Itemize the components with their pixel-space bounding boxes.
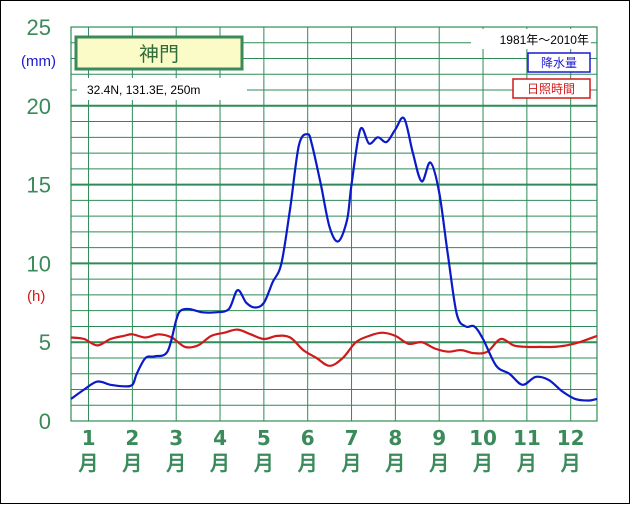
x-tick-month-unit: 月 [428,451,449,475]
location-text: 32.4N, 131.3E, 250m [87,83,200,97]
x-tick-month-unit: 月 [341,451,362,475]
period-box [471,29,591,49]
x-tick-month-number: 6 [301,426,315,450]
plot-area-border [70,26,598,422]
y-tick-label: 20 [27,94,51,119]
x-tick-month-number: 1 [82,426,96,450]
x-tick-month-number: 9 [432,426,446,450]
y-tick-label: 15 [27,173,51,198]
x-tick-month-unit: 月 [121,451,142,475]
x-tick-month-number: 3 [169,426,183,450]
precip-series-line [70,116,598,402]
station-box [74,35,244,71]
y-tick-label: 0 [39,409,51,434]
x-tick-month-unit: 月 [253,451,274,475]
x-tick-month-number: 12 [557,426,585,450]
x-tick-month-number: 2 [125,426,139,450]
x-tick-month-number: 4 [213,426,227,450]
x-tick-month-unit: 月 [384,451,405,475]
x-tick-month-unit: 月 [472,451,493,475]
x-tick-month-unit: 月 [516,451,537,475]
y-tick-label: 25 [27,15,51,40]
x-tick-month-unit: 月 [297,451,318,475]
y-tick-label: 10 [27,251,51,276]
x-tick-month-unit: 月 [209,451,230,475]
x-tick-month-number: 7 [345,426,359,450]
legend-precip-label: 降水量 [541,56,577,70]
x-tick-month-unit: 月 [78,451,99,475]
legend-sunshine-label: 日照時間 [527,82,575,96]
precip-unit-label: (mm) [21,53,56,70]
sunshine-series-line [70,328,598,367]
x-tick-month-number: 5 [257,426,271,450]
period-text: 1981年〜2010年 [500,33,589,47]
x-tick-month-unit: 月 [560,451,581,475]
x-tick-month-number: 11 [513,426,541,450]
legend-sunshine [512,78,591,99]
y-axis-ticks: 0 5 10 15 20 25 [27,15,51,434]
x-tick-month-number: 8 [388,426,402,450]
sunshine-unit-label: (h) [27,288,45,305]
x-tick-month-unit: 月 [165,451,186,475]
legend-precip [527,52,591,73]
x-tick-month-number: 10 [469,426,497,450]
y-tick-label: 5 [39,330,51,355]
location-box [77,78,247,100]
station-name: 神門 [139,42,179,66]
